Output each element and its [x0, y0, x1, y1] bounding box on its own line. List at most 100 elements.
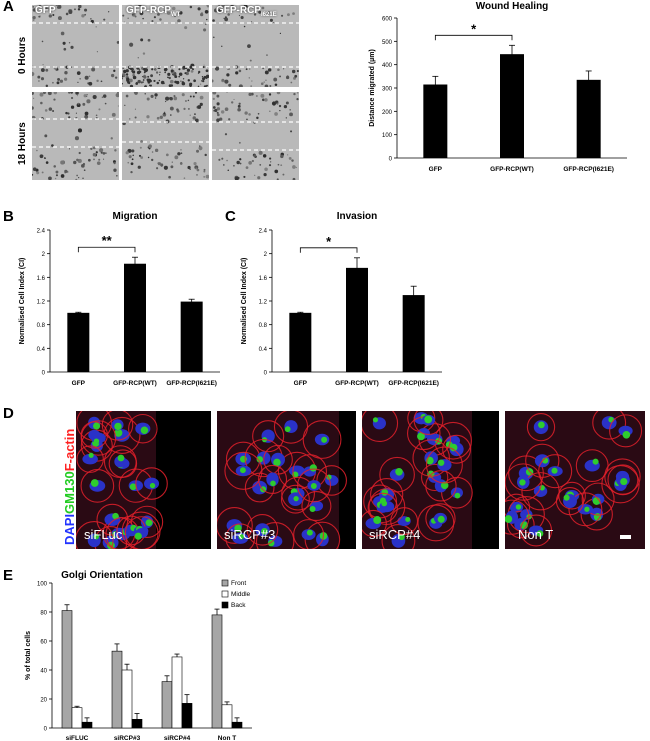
- cell-speck: [270, 161, 272, 163]
- cell-speck: [264, 167, 268, 172]
- bar-front: [161, 681, 173, 729]
- cell-speck: [233, 98, 235, 101]
- cell-speck: [82, 102, 86, 106]
- cell-speck: [166, 68, 168, 71]
- actin-outline: [304, 521, 341, 549]
- bar-gfp-rcp-wt-: [124, 263, 146, 372]
- cell-speck: [90, 19, 94, 24]
- cell-speck: [148, 144, 152, 149]
- cell-speck: [269, 85, 272, 87]
- bar-gfp: [67, 312, 90, 372]
- golgi-signal: [440, 481, 449, 490]
- cell-speck: [111, 112, 116, 117]
- cell-speck: [194, 113, 196, 116]
- cell-speck: [142, 81, 144, 83]
- cell-speck: [88, 75, 91, 78]
- cell-speck: [132, 154, 134, 157]
- cell-speck: [86, 99, 91, 104]
- cell-speck: [131, 149, 135, 153]
- actin-outline: [124, 516, 159, 549]
- cell-speck: [82, 177, 84, 180]
- y-tick-label: 0.4: [259, 347, 268, 353]
- cell-speck: [113, 69, 116, 72]
- legend-label-front: Front: [231, 580, 246, 587]
- golgi-signal: [234, 524, 242, 532]
- cell-speck: [199, 95, 204, 100]
- golgi-signal: [424, 415, 433, 424]
- cell-speck: [178, 75, 181, 78]
- cell-speck: [52, 110, 55, 112]
- cell-speck: [154, 69, 157, 72]
- golgi-signal: [437, 459, 445, 466]
- cell-speck: [238, 69, 242, 73]
- golgi-signal: [140, 426, 149, 435]
- cell-speck: [137, 57, 139, 59]
- cell-speck: [247, 44, 251, 49]
- row-label-0-hours: 0 Hours: [17, 36, 28, 74]
- cell-speck: [57, 16, 62, 21]
- cell-speck: [248, 113, 251, 116]
- cell-speck: [257, 176, 261, 180]
- cell-speck: [103, 94, 107, 98]
- cell-speck: [83, 169, 86, 172]
- chart-title: Golgi Orientation: [61, 570, 143, 581]
- cell-speck: [264, 84, 269, 87]
- cell-speck: [54, 177, 57, 180]
- cell-speck: [42, 64, 44, 66]
- cell-speck: [257, 112, 260, 115]
- cell-speck: [193, 162, 197, 166]
- cell-speck: [62, 41, 66, 45]
- cell-speck: [132, 70, 136, 74]
- nucleus: [82, 453, 98, 465]
- cell-speck: [251, 80, 253, 82]
- cell-speck: [115, 93, 119, 98]
- actin-outline: [425, 446, 463, 484]
- cell-speck: [32, 16, 36, 20]
- x-category-label: siFLUC: [66, 735, 89, 741]
- cell-speck: [276, 178, 279, 180]
- cell-speck: [251, 159, 254, 163]
- cell-speck: [196, 168, 200, 172]
- cell-speck: [156, 81, 160, 85]
- cell-speck: [279, 109, 281, 112]
- cell-speck: [173, 95, 176, 98]
- x-category-label: GFP-RCP(I621E): [563, 166, 614, 173]
- cell-speck: [70, 96, 74, 100]
- actin-outline: [381, 523, 416, 549]
- cell-speck: [140, 38, 144, 42]
- cell-speck: [101, 96, 104, 99]
- y-axis-label: Normalised Cell Index (CI): [241, 258, 248, 345]
- cell-speck: [165, 153, 169, 157]
- actin-outline: [421, 463, 449, 492]
- cell-speck: [45, 161, 49, 164]
- cell-speck: [221, 45, 223, 48]
- golgi-signal: [134, 532, 142, 540]
- cell-speck: [193, 79, 196, 83]
- cell-speck: [134, 116, 137, 119]
- cell-speck: [246, 118, 248, 121]
- cell-speck: [173, 13, 175, 15]
- cell-speck: [178, 72, 183, 76]
- cell-speck: [68, 10, 73, 14]
- wound-photo-wt-18h: [122, 92, 209, 180]
- cell-speck: [48, 14, 52, 18]
- x-category-label: siRCP#3: [114, 735, 141, 741]
- cell-speck: [110, 73, 115, 78]
- cell-speck: [153, 16, 156, 19]
- cell-speck: [183, 177, 186, 179]
- y-axis-label: Normalised Cell Index (CI): [19, 258, 26, 345]
- cell-speck: [95, 26, 97, 28]
- cell-speck: [73, 160, 77, 165]
- cell-speck: [78, 151, 81, 155]
- cell-speck: [55, 174, 58, 177]
- cell-speck: [197, 72, 200, 74]
- cell-speck: [203, 64, 205, 66]
- cell-speck: [245, 68, 248, 71]
- cell-speck: [92, 67, 94, 69]
- cell-speck: [32, 173, 34, 176]
- cell-speck: [262, 67, 265, 70]
- cell-speck: [224, 133, 228, 136]
- actin-outline: [555, 487, 585, 516]
- cell-speck: [200, 12, 204, 17]
- y-tick-label: 0.4: [37, 347, 46, 353]
